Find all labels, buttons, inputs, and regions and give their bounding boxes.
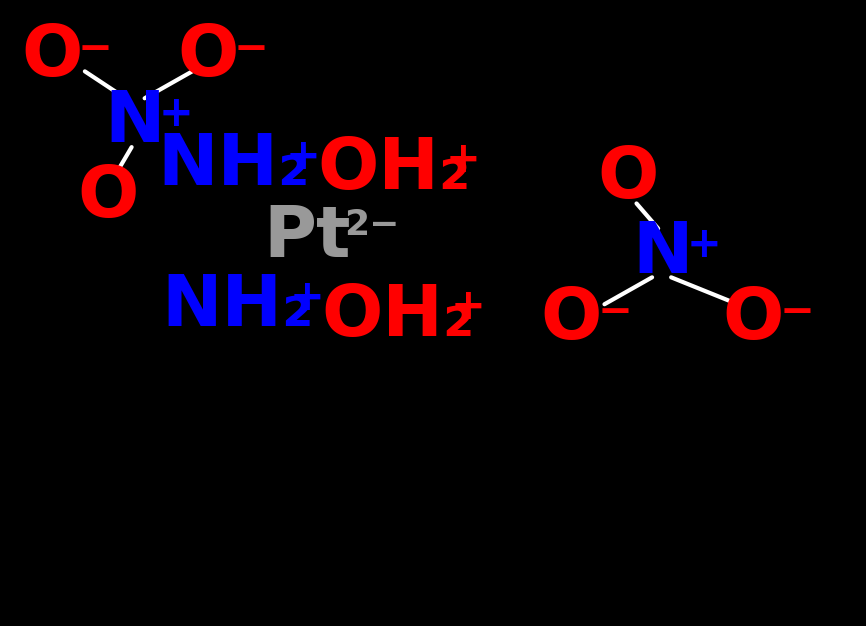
Text: Pt: Pt (263, 203, 352, 272)
Text: +: + (158, 93, 193, 135)
Text: +: + (446, 139, 481, 181)
Text: +: + (290, 277, 325, 319)
Text: N: N (104, 88, 165, 156)
Text: O: O (22, 22, 82, 91)
Text: −: − (78, 28, 113, 70)
Text: +: + (450, 286, 485, 328)
Text: O: O (541, 285, 602, 354)
Text: −: − (779, 291, 814, 333)
Text: NH₂: NH₂ (162, 272, 314, 341)
Text: O: O (598, 144, 658, 213)
Text: +: + (687, 224, 721, 266)
Text: +: + (286, 136, 320, 178)
Text: 2−: 2− (344, 208, 399, 242)
Text: O: O (78, 163, 139, 232)
Text: O: O (723, 285, 784, 354)
Text: −: − (598, 291, 632, 333)
Text: OH₂: OH₂ (321, 282, 475, 351)
Text: OH₂: OH₂ (317, 135, 471, 203)
Text: O: O (178, 22, 238, 91)
Text: −: − (234, 28, 268, 70)
Text: NH₂: NH₂ (158, 131, 310, 200)
Text: N: N (632, 219, 693, 288)
